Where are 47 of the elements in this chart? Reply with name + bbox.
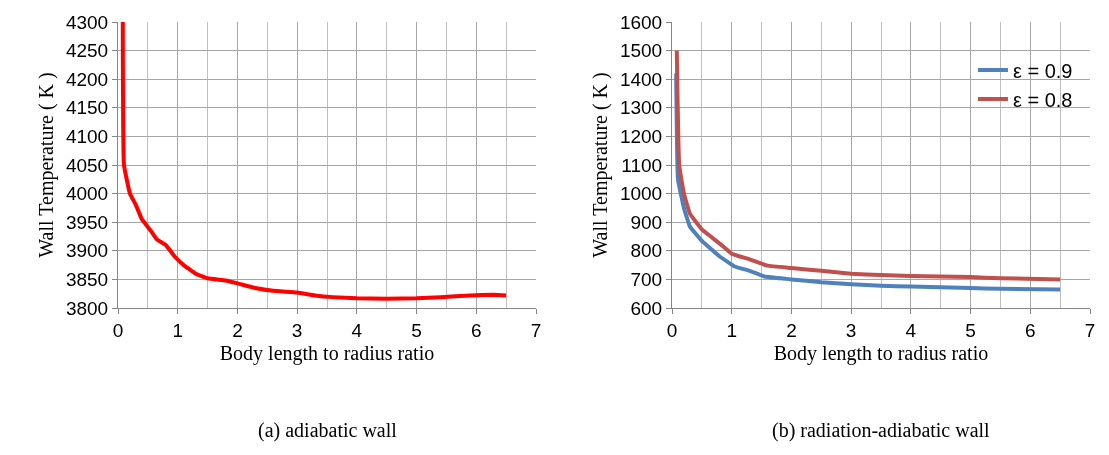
x-tick-label: 1 — [726, 319, 737, 341]
y-tick-label: 1600 — [619, 11, 663, 33]
x-tick-label: 5 — [411, 319, 422, 341]
x-tick-label: 1 — [172, 319, 183, 341]
y-tick-label: 4150 — [65, 97, 109, 119]
y-tick-label: 1300 — [619, 97, 663, 119]
x-tick-label: 3 — [845, 319, 857, 341]
y-tick-label: 4100 — [65, 126, 109, 148]
y-tick-label: 4200 — [65, 68, 109, 90]
y-tick-label: 3900 — [65, 240, 109, 262]
x-tick-label: 4 — [905, 319, 917, 341]
y-tick-label: 800 — [630, 240, 663, 262]
x-axis-title: Body length to radius ratio — [773, 342, 989, 366]
y-tick-label: 4000 — [65, 183, 109, 205]
legend-label: ε = 0.8 — [1012, 88, 1073, 111]
y-tick-label: 3800 — [65, 297, 109, 319]
y-tick-label: 4050 — [65, 154, 109, 176]
y-tick-label: 900 — [630, 211, 663, 233]
legend-label: ε = 0.9 — [1012, 59, 1073, 82]
y-tick-label: 3950 — [65, 211, 109, 233]
y-tick-label: 4250 — [65, 40, 109, 62]
y-axis-title: Wall Temperature ( K ) — [35, 72, 59, 258]
x-tick-label: 2 — [232, 319, 243, 341]
x-tick-label: 0 — [666, 319, 678, 341]
y-tick-label: 1000 — [619, 183, 663, 205]
y-tick-label: 4300 — [65, 11, 109, 33]
y-tick-label: 3850 — [65, 269, 109, 291]
y-axis-title: Wall Temperature ( K ) — [589, 72, 613, 258]
y-tick-label: 1200 — [619, 126, 663, 148]
x-tick-label: 7 — [530, 319, 542, 341]
x-tick-label: 5 — [965, 319, 976, 341]
x-tick-label: 4 — [351, 319, 363, 341]
x-tick-label: 6 — [471, 319, 482, 341]
x-tick-label: 7 — [1084, 319, 1096, 341]
text: (a) adiabatic wall — [258, 419, 398, 442]
line-series — [120, 22, 509, 301]
x-tick-label: 0 — [112, 319, 124, 341]
x-tick-label: 2 — [786, 319, 797, 341]
x-axis-title: Body length to radius ratio — [219, 342, 435, 366]
y-tick-label: 600 — [630, 297, 663, 319]
x-tick-label: 6 — [1025, 319, 1036, 341]
y-tick-label: 1500 — [619, 40, 663, 62]
text: (b) radiation-adiabatic wall — [772, 419, 991, 442]
y-tick-label: 1400 — [619, 68, 663, 90]
x-tick-label: 3 — [291, 319, 303, 341]
y-tick-label: 700 — [630, 269, 663, 291]
y-tick-label: 1100 — [621, 154, 663, 176]
